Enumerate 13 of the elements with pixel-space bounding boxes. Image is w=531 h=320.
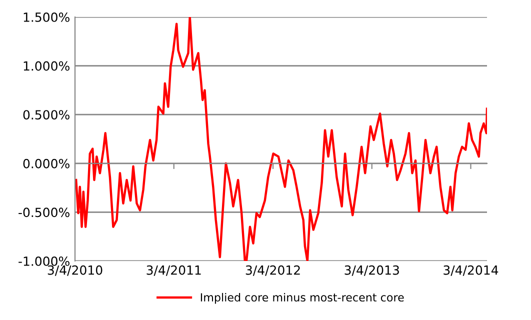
x-tick-label: 3/4/2011 bbox=[146, 265, 201, 276]
y-tick-label: -0.500% bbox=[18, 208, 70, 218]
line-series bbox=[75, 17, 487, 261]
y-tick-label: 1.000% bbox=[24, 61, 70, 71]
y-tick-label: 1.500% bbox=[24, 12, 70, 22]
x-tick-label: 3/4/2012 bbox=[246, 265, 300, 276]
legend-label: Implied core minus most-recent core bbox=[200, 292, 404, 304]
y-tick-label: 0.000% bbox=[23, 158, 70, 168]
x-tick-label: 3/4/2014 bbox=[444, 265, 498, 276]
y-tick-label: 0.500% bbox=[23, 110, 70, 120]
x-tick-label: 3/4/2010 bbox=[48, 265, 102, 276]
y-tick-label: -1.000% bbox=[18, 256, 70, 266]
x-tick-label: 3/4/2013 bbox=[344, 265, 399, 276]
